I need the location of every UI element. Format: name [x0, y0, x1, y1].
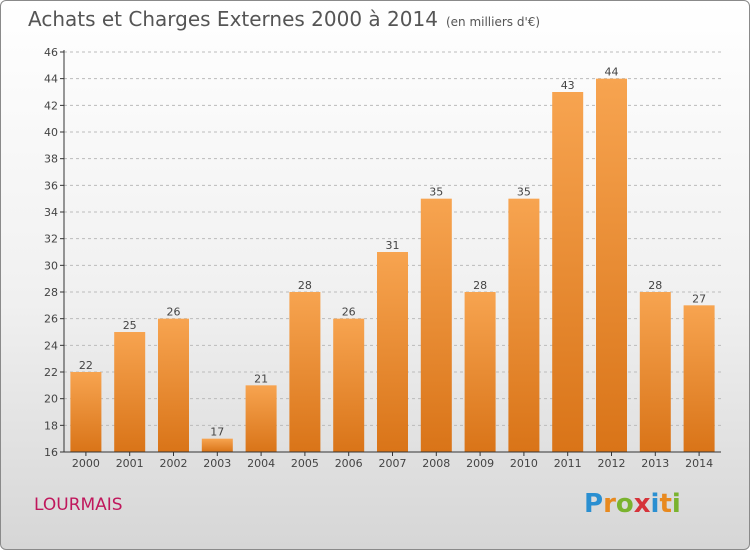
x-tick-label: 2009 — [466, 457, 494, 470]
data-label: 27 — [692, 292, 706, 305]
y-tick-label: 28 — [44, 286, 58, 299]
x-tick-label: 2007 — [379, 457, 407, 470]
x-tick-label: 2006 — [335, 457, 363, 470]
y-tick-label: 38 — [44, 153, 58, 166]
x-tick-label: 2013 — [641, 457, 669, 470]
bar — [333, 318, 365, 452]
data-label: 25 — [123, 319, 137, 332]
bar — [70, 372, 102, 452]
x-tick-label: 2005 — [291, 457, 319, 470]
chart-title-text: Achats et Charges Externes 2000 à 2014 — [28, 7, 438, 31]
bar — [464, 292, 496, 452]
data-label: 35 — [517, 186, 531, 199]
logo-letter: i — [650, 489, 660, 519]
data-label: 35 — [429, 186, 443, 199]
bar — [508, 198, 540, 452]
x-tick-label: 2008 — [422, 457, 450, 470]
bar — [420, 198, 452, 452]
bar — [596, 78, 627, 453]
logo-letter: t — [659, 489, 672, 519]
y-tick-label: 24 — [44, 339, 58, 352]
x-tick-label: 2011 — [554, 457, 582, 470]
bar — [639, 292, 671, 452]
bar — [377, 252, 408, 452]
y-tick-label: 20 — [44, 393, 58, 406]
x-tick-label: 2010 — [510, 457, 538, 470]
x-tick-label: 2012 — [598, 457, 626, 470]
y-tick-label: 46 — [44, 46, 58, 59]
bar — [114, 332, 146, 452]
bar — [683, 305, 715, 452]
y-tick-label: 18 — [44, 419, 58, 432]
y-tick-label: 34 — [44, 206, 58, 219]
x-tick-label: 2004 — [247, 457, 275, 470]
data-label: 26 — [342, 306, 356, 319]
y-tick-label: 32 — [44, 233, 58, 246]
data-label: 26 — [167, 306, 181, 319]
x-tick-label: 2014 — [685, 457, 713, 470]
labels: 16 18 20 22 24 26 28 30 32 34 36 38 40 42 44 46 22 2000 25… — [44, 46, 713, 470]
y-tick-label: 42 — [44, 99, 58, 112]
data-label: 44 — [605, 66, 619, 79]
axes — [60, 50, 721, 456]
bar — [158, 318, 189, 452]
x-tick-label: 2001 — [116, 457, 144, 470]
logo-letter: i — [671, 489, 681, 519]
proxiti-logo[interactable]: Proxiti — [584, 489, 681, 519]
y-tick-label: 22 — [44, 366, 58, 379]
data-label: 28 — [298, 279, 312, 292]
y-tick-label: 30 — [44, 259, 58, 272]
y-tick-label: 44 — [44, 73, 58, 86]
data-label: 21 — [254, 372, 268, 385]
data-label: 43 — [561, 79, 575, 92]
bars — [70, 78, 715, 453]
y-tick-label: 36 — [44, 179, 58, 192]
chart-title: Achats et Charges Externes 2000 à 2014 (e… — [28, 7, 540, 31]
y-tick-label: 16 — [44, 446, 58, 459]
bar — [289, 292, 321, 452]
logo-letter: o — [615, 489, 634, 519]
y-tick-label: 26 — [44, 313, 58, 326]
y-tick-label: 40 — [44, 126, 58, 139]
data-label: 28 — [473, 279, 487, 292]
commune-name: LOURMAIS — [34, 495, 123, 515]
data-label: 31 — [386, 239, 400, 252]
bar — [245, 385, 277, 452]
bar — [201, 438, 233, 452]
bar — [552, 92, 584, 452]
data-label: 17 — [210, 426, 224, 439]
logo-letter: x — [633, 489, 651, 519]
chart-title-unit: (en milliers d'€) — [445, 15, 541, 29]
data-label: 28 — [648, 279, 662, 292]
x-tick-label: 2002 — [160, 457, 188, 470]
x-tick-label: 2000 — [72, 457, 100, 470]
logo-letter: r — [603, 489, 616, 519]
data-label: 22 — [79, 359, 93, 372]
x-tick-label: 2003 — [203, 457, 231, 470]
logo-letter: P — [584, 489, 604, 519]
